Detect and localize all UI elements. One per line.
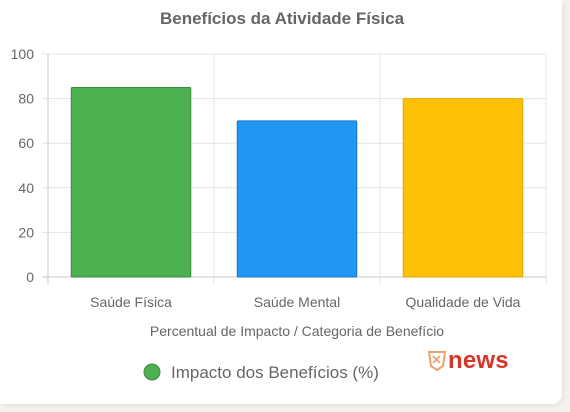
legend[interactable]: Impacto dos Benefícios (%)	[143, 363, 379, 382]
legend-label: Impacto dos Benefícios (%)	[171, 363, 379, 382]
x-tick-label: Saúde Mental	[254, 294, 340, 310]
x-axis-ticks: Saúde Física Saúde Mental Qualidade de Vid…	[90, 294, 521, 310]
y-tick-label: 60	[18, 135, 34, 151]
y-tick-label: 0	[26, 269, 34, 285]
bar-chart: Benefícios da Atividade Física 0 20 40 60 80…	[11, 9, 547, 382]
x-tick-label: Qualidade de Vida	[406, 294, 521, 310]
legend-swatch	[143, 363, 161, 381]
chart-card: Benefícios da Atividade Física 0 20 40 60 80…	[0, 0, 562, 404]
watermark-logo: news	[427, 346, 509, 376]
bars	[70, 86, 524, 278]
y-tick-label: 80	[18, 91, 34, 107]
watermark-text: news	[448, 347, 509, 374]
bar-3[interactable]	[402, 98, 524, 278]
bar-1[interactable]	[70, 86, 192, 278]
x-tick-label: Saúde Física	[90, 294, 172, 310]
bar-2[interactable]	[236, 120, 358, 278]
y-tick-label: 100	[11, 46, 35, 62]
y-tick-label: 20	[18, 224, 34, 240]
y-axis-ticks: 0 20 40 60 80 100	[11, 46, 35, 285]
shield-logo-icon	[427, 351, 447, 372]
chart-title: Benefícios da Atividade Física	[160, 9, 405, 28]
y-tick-label: 40	[18, 180, 34, 196]
x-axis-label: Percentual de Impacto / Categoria de Ben…	[150, 323, 444, 339]
